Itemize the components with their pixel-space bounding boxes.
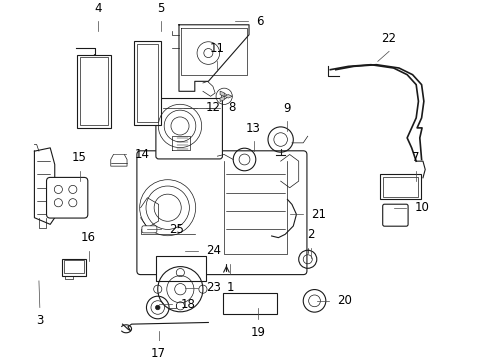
Text: 15: 15 (72, 152, 87, 165)
Text: 3: 3 (36, 314, 43, 327)
Bar (382, 177, 417, 197)
Text: 8: 8 (227, 102, 235, 114)
Text: 24: 24 (206, 244, 221, 257)
Text: 19: 19 (250, 326, 265, 339)
Text: 20: 20 (337, 294, 352, 307)
Text: 14: 14 (134, 148, 149, 161)
Text: 11: 11 (209, 42, 224, 55)
Polygon shape (224, 94, 232, 98)
Text: 12: 12 (205, 102, 220, 114)
Polygon shape (220, 96, 224, 102)
FancyBboxPatch shape (142, 226, 157, 233)
Bar (223, 293, 277, 314)
Text: 16: 16 (81, 231, 96, 244)
Circle shape (155, 305, 160, 310)
Bar (136, 44, 158, 122)
Text: 13: 13 (245, 122, 261, 135)
Text: 18: 18 (180, 298, 195, 311)
Bar (156, 256, 205, 281)
Text: 2: 2 (306, 228, 314, 241)
Text: 6: 6 (256, 15, 263, 28)
FancyBboxPatch shape (156, 99, 222, 159)
Bar (77, 55, 111, 128)
Text: 10: 10 (413, 201, 428, 214)
Text: 1: 1 (226, 281, 233, 294)
Text: 17: 17 (151, 347, 166, 360)
FancyBboxPatch shape (46, 177, 88, 218)
Text: 22: 22 (381, 32, 396, 45)
Text: 25: 25 (169, 223, 183, 236)
Text: 4: 4 (94, 2, 101, 15)
Text: 5: 5 (157, 2, 164, 15)
Circle shape (221, 94, 226, 99)
Text: 9: 9 (283, 102, 290, 114)
FancyBboxPatch shape (382, 204, 407, 226)
Text: 23: 23 (206, 281, 221, 294)
Text: 7: 7 (411, 152, 419, 165)
Bar (134, 41, 161, 125)
Bar (63, 260, 83, 273)
FancyBboxPatch shape (137, 151, 306, 275)
Bar (61, 259, 86, 276)
Polygon shape (220, 91, 224, 96)
Text: 21: 21 (311, 208, 325, 221)
Bar (379, 175, 420, 199)
Bar (81, 57, 108, 125)
